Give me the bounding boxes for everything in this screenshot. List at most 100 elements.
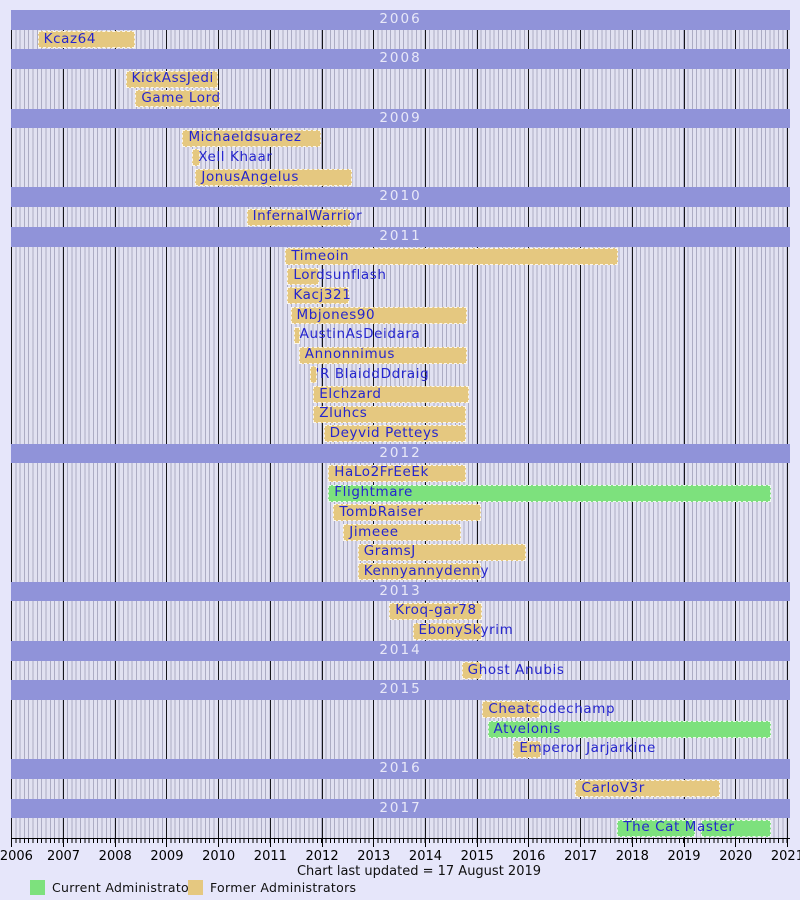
bar-segment bbox=[37, 31, 136, 49]
bar-label: Kcaz64 bbox=[43, 30, 97, 47]
bar-label: Game Lord bbox=[141, 89, 221, 106]
x-axis-major-tick bbox=[166, 839, 168, 847]
bar-segment bbox=[617, 819, 696, 837]
bar-label: Atvelonis bbox=[493, 720, 561, 737]
bar-segment bbox=[328, 464, 466, 482]
year-gridline bbox=[321, 10, 323, 838]
x-axis-tick-label: 2006 bbox=[0, 849, 33, 864]
bar-label: Zluhcs bbox=[319, 405, 368, 422]
bar-label: Cheatcodechamp bbox=[488, 700, 616, 717]
year-band: 2015 bbox=[11, 680, 790, 700]
legend: Current Administrators Former Administra… bbox=[0, 879, 800, 897]
x-axis-major-tick bbox=[424, 839, 426, 847]
x-axis-minor-ticks bbox=[11, 839, 790, 843]
bar-label: 'R BlaiddDdraig bbox=[315, 365, 430, 382]
plot-area: 2006 Kcaz64 2008 KickAssJedi Game Lord 2009 Mi… bbox=[11, 10, 790, 838]
year-gridline bbox=[114, 10, 116, 838]
x-axis-tick-label: 2018 bbox=[615, 849, 649, 864]
x-axis-tick-label: 2012 bbox=[305, 849, 339, 864]
x-axis-tick-label: 2009 bbox=[150, 849, 184, 864]
bar-segment bbox=[246, 208, 352, 226]
legend-label-former: Former Administrators bbox=[210, 880, 357, 895]
x-axis-tick-label: 2014 bbox=[408, 849, 443, 864]
x-axis-major-tick bbox=[63, 839, 64, 847]
x-axis-major-tick bbox=[218, 839, 220, 847]
year-band: 2012 bbox=[11, 443, 790, 464]
bar-label: Annonnimus bbox=[304, 346, 395, 363]
x-axis-tick-label: 2015 bbox=[460, 849, 494, 864]
x-axis-major-tick bbox=[321, 839, 323, 847]
year-gridline bbox=[218, 10, 220, 838]
x-axis-major-tick bbox=[373, 839, 375, 847]
bar-segment bbox=[513, 740, 541, 758]
x-axis-tick-label: 2016 bbox=[512, 849, 546, 864]
year-gridline bbox=[166, 10, 168, 838]
year-band: 2014 bbox=[11, 640, 790, 661]
bar-segment bbox=[293, 326, 301, 344]
bar-label: Jimeee bbox=[349, 523, 399, 540]
year-gridline bbox=[786, 10, 788, 838]
year-band: 2008 bbox=[11, 49, 790, 70]
bar-segment bbox=[182, 129, 322, 147]
bar-label: KickAssJedi bbox=[131, 70, 214, 87]
bar-label: Mbjones90 bbox=[296, 306, 376, 323]
year-gridline bbox=[528, 10, 530, 838]
bar-segment bbox=[125, 70, 218, 88]
bar-segment bbox=[487, 721, 772, 739]
bar-segment bbox=[328, 484, 772, 502]
legend-label-current: Current Administrators bbox=[52, 880, 202, 895]
bar-label: The Cat Master bbox=[623, 819, 735, 836]
year-gridline bbox=[373, 10, 375, 838]
year-gridline bbox=[580, 10, 582, 838]
x-axis-tick-label: 2021 bbox=[770, 849, 800, 864]
year-band: 2010 bbox=[11, 187, 790, 208]
year-gridline bbox=[735, 10, 737, 838]
x-axis-major-tick bbox=[476, 839, 478, 847]
year-gridline bbox=[631, 10, 633, 838]
x-axis-major-tick bbox=[735, 839, 737, 847]
bar-segment bbox=[135, 90, 220, 108]
bar-label: Lordsunflash bbox=[293, 267, 387, 284]
x-axis-tick-label: 2008 bbox=[98, 849, 132, 864]
bar-label: Deyvid Petteys bbox=[329, 424, 440, 441]
bar-segment bbox=[290, 307, 467, 325]
bar-label: Timeoin bbox=[291, 247, 350, 264]
bar-label: Flightmare bbox=[334, 484, 413, 501]
x-axis-tick-label: 2007 bbox=[46, 849, 81, 864]
x-axis-major-tick bbox=[269, 839, 271, 847]
bar-label: Kroq-gar78 bbox=[395, 602, 477, 619]
year-band: 2009 bbox=[11, 108, 790, 129]
year-band: 2013 bbox=[11, 581, 790, 602]
year-gridline bbox=[683, 10, 685, 838]
x-axis-major-tick bbox=[11, 839, 13, 847]
x-axis-tick-label: 2017 bbox=[564, 849, 598, 864]
year-band: 2011 bbox=[11, 226, 790, 247]
x-axis-major-tick bbox=[580, 839, 582, 847]
year-gridline bbox=[424, 10, 426, 838]
bar-segment bbox=[192, 149, 201, 167]
bar-segment bbox=[412, 622, 483, 640]
bar-segment bbox=[333, 504, 481, 522]
bar-segment bbox=[389, 602, 483, 620]
legend-swatch-former bbox=[188, 880, 203, 895]
bar-label: Ghost Anubis bbox=[467, 661, 565, 678]
bar-label: HaLo2FrEeEk bbox=[334, 464, 429, 481]
year-gridline bbox=[269, 10, 271, 838]
bar-label: AustinAsDeidara bbox=[299, 326, 421, 343]
bar-label: EbonySkyrim bbox=[418, 622, 514, 639]
bar-segment bbox=[287, 267, 320, 285]
bar-segment bbox=[287, 287, 350, 305]
bar-segment bbox=[323, 425, 466, 443]
bar-label: Kacj321 bbox=[293, 286, 352, 303]
x-axis-major-tick bbox=[683, 839, 685, 847]
legend-swatch-current bbox=[30, 880, 45, 895]
bar-segment bbox=[575, 780, 720, 798]
bar-segment bbox=[343, 523, 461, 541]
bar-label: GramsJ bbox=[363, 543, 416, 560]
bar-label: Xell Khaar bbox=[198, 148, 273, 165]
bar-label: Emperor Jarjarkine bbox=[519, 740, 656, 757]
x-axis-tick-label: 2013 bbox=[357, 849, 391, 864]
chart-footer-note: Chart last updated = 17 August 2019 bbox=[296, 864, 542, 879]
x-axis-tick-label: 2010 bbox=[202, 849, 236, 864]
